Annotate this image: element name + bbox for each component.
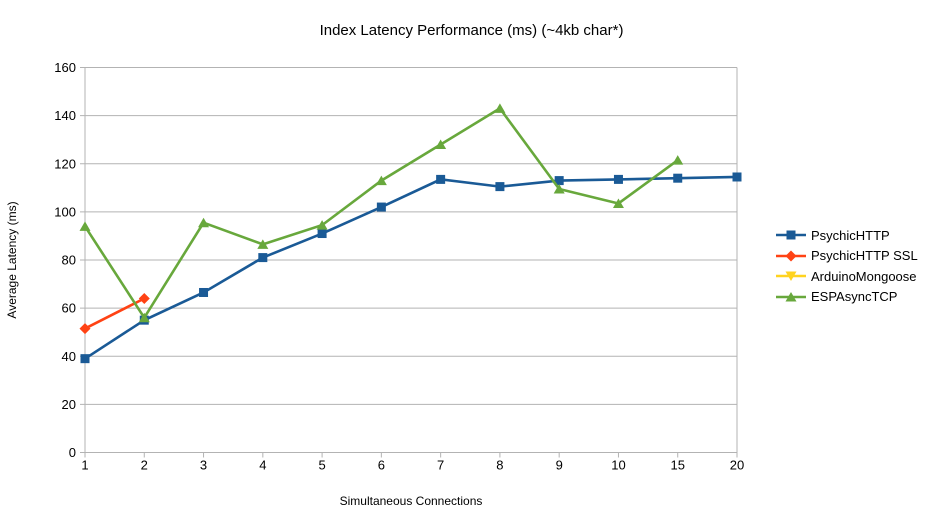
y-tick-label: 80 <box>62 253 76 268</box>
gridlines <box>85 67 737 453</box>
legend-square-icon <box>786 230 796 240</box>
series-line <box>84 175 738 360</box>
data-point <box>553 184 565 194</box>
y-tick-label: 120 <box>54 156 76 171</box>
x-tick-label: 5 <box>318 458 325 473</box>
x-tick-label: 15 <box>670 458 684 473</box>
data-point <box>554 176 564 186</box>
x-tick-label: 10 <box>611 458 625 473</box>
x-tick-label: 4 <box>259 458 266 473</box>
chart-title: Index Latency Performance (ms) (~4kb cha… <box>319 22 624 39</box>
y-axis-title: Average Latency (ms) <box>5 201 19 319</box>
legend-label: PsychicHTTP <box>811 227 890 243</box>
data-point <box>80 354 90 364</box>
legend-marker-triangle-up <box>776 291 806 302</box>
data-point <box>199 287 209 297</box>
legend-triangle-down-icon <box>785 271 797 282</box>
legend-diamond-icon <box>785 250 797 262</box>
legend-label: ArduinoMongoose <box>811 268 917 284</box>
y-tick-label: 20 <box>62 397 76 412</box>
x-tick-labels: 1 2 3 4 5 6 7 8 9 10 15 20 <box>81 458 744 473</box>
series-group <box>79 103 742 364</box>
x-tick-label: 6 <box>378 458 385 473</box>
y-tick-label: 60 <box>62 301 76 316</box>
data-point <box>435 139 447 149</box>
x-tick-label: 20 <box>730 458 744 473</box>
y-tick-label: 160 <box>54 60 76 75</box>
data-point <box>495 182 505 192</box>
series-psychichttp-ssl <box>79 293 150 335</box>
y-tick-label: 100 <box>54 204 76 219</box>
legend-marker-square <box>776 230 806 240</box>
x-tick-label: 7 <box>437 458 444 473</box>
y-tick-label: 40 <box>62 349 76 364</box>
data-point <box>376 202 386 212</box>
y-tick-label: 0 <box>69 445 76 460</box>
data-point <box>317 229 327 239</box>
data-point <box>673 173 683 183</box>
x-tick-label: 3 <box>200 458 207 473</box>
data-point <box>612 198 624 208</box>
x-axis-title: Simultaneous Connections <box>339 494 483 508</box>
x-tick-label: 8 <box>496 458 503 473</box>
data-point <box>375 175 387 186</box>
legend-marker-diamond <box>776 250 806 262</box>
data-point <box>672 155 684 165</box>
data-point <box>138 312 150 323</box>
data-point <box>258 253 268 263</box>
data-point <box>613 174 623 184</box>
legend: PsychicHTTP PsychicHTTP SSL ArduinoMongo… <box>776 225 918 307</box>
x-tick-label: 9 <box>556 458 563 473</box>
legend-item-arduinomongoose: ArduinoMongoose <box>776 266 918 287</box>
series-espasynctcp <box>79 103 684 323</box>
legend-marker-triangle-down <box>776 271 806 282</box>
data-point <box>79 323 91 335</box>
data-point <box>79 221 91 231</box>
y-tick-labels: 0 20 40 60 80 100 120 140 160 <box>54 60 76 460</box>
data-point <box>732 172 742 182</box>
legend-label: PsychicHTTP SSL <box>811 248 918 264</box>
legend-label: ESPAsyncTCP <box>811 289 898 305</box>
x-tick-label: 1 <box>81 458 88 473</box>
legend-item-psychichttp: PsychicHTTP <box>776 225 918 246</box>
data-point <box>436 174 446 184</box>
data-point <box>198 217 210 228</box>
legend-triangle-up-icon <box>785 291 797 302</box>
legend-item-espasynctcp: ESPAsyncTCP <box>776 287 918 308</box>
axes <box>80 67 738 458</box>
data-point <box>494 103 506 113</box>
data-point <box>257 239 269 249</box>
y-tick-label: 140 <box>54 108 76 123</box>
data-point <box>316 220 328 230</box>
legend-item-psychichttp-ssl: PsychicHTTP SSL <box>776 246 918 267</box>
x-tick-label: 2 <box>141 458 148 473</box>
series-psychichttp <box>80 172 742 364</box>
series-line <box>83 106 679 321</box>
data-point <box>138 293 150 304</box>
